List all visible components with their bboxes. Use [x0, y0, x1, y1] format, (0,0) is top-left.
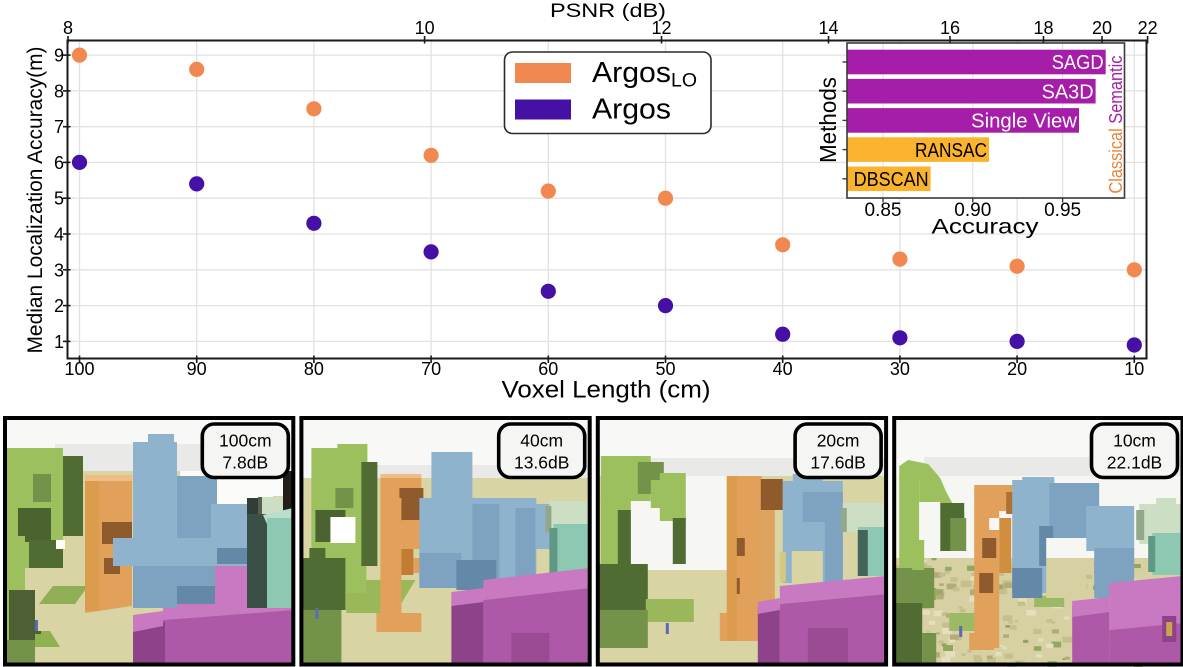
svg-text:90: 90: [187, 359, 207, 379]
svg-text:SA3D: SA3D: [1042, 81, 1094, 103]
svg-text:0.90: 0.90: [954, 200, 991, 221]
svg-text:50: 50: [655, 359, 675, 379]
svg-text:100cm: 100cm: [219, 430, 272, 450]
svg-text:8: 8: [63, 18, 73, 38]
svg-text:8: 8: [54, 81, 64, 101]
svg-text:PSNR (dB): PSNR (dB): [550, 0, 666, 22]
svg-text:1: 1: [54, 332, 64, 352]
svg-text:Accuracy: Accuracy: [932, 215, 1039, 239]
svg-text:0.85: 0.85: [865, 200, 902, 221]
svg-text:40cm: 40cm: [520, 430, 563, 450]
svg-text:10cm: 10cm: [1113, 430, 1156, 450]
svg-text:0.95: 0.95: [1044, 200, 1081, 221]
svg-text:Classical Semantic: Classical Semantic: [1106, 56, 1126, 194]
svg-text:10: 10: [415, 18, 435, 38]
svg-text:18: 18: [1033, 18, 1053, 38]
svg-text:Median Localization Accuracy(m: Median Localization Accuracy(m): [24, 47, 47, 354]
svg-text:22: 22: [1138, 18, 1158, 38]
svg-text:Voxel Length (cm): Voxel Length (cm): [502, 377, 711, 404]
svg-text:ArgosLO: ArgosLO: [592, 57, 697, 92]
svg-text:2: 2: [54, 296, 64, 316]
svg-text:RANSAC: RANSAC: [915, 140, 987, 162]
svg-text:22.1dB: 22.1dB: [1107, 453, 1162, 473]
svg-text:SAGD: SAGD: [1052, 52, 1104, 74]
svg-text:70: 70: [421, 359, 441, 379]
svg-text:30: 30: [890, 359, 910, 379]
svg-text:80: 80: [304, 359, 324, 379]
svg-text:9: 9: [54, 46, 64, 66]
svg-text:10: 10: [1124, 359, 1144, 379]
svg-text:Methods: Methods: [815, 77, 841, 163]
svg-text:60: 60: [538, 359, 558, 379]
svg-text:Single View: Single View: [971, 111, 1078, 133]
svg-text:DBSCAN: DBSCAN: [854, 169, 929, 191]
svg-text:20: 20: [1007, 359, 1027, 379]
svg-text:13.6dB: 13.6dB: [514, 453, 569, 473]
svg-text:100: 100: [64, 359, 94, 379]
svg-text:5: 5: [54, 189, 64, 209]
svg-text:16: 16: [940, 18, 960, 38]
svg-text:7: 7: [54, 117, 64, 137]
svg-text:20cm: 20cm: [817, 430, 860, 450]
svg-text:14: 14: [818, 18, 838, 38]
svg-text:7.8dB: 7.8dB: [222, 453, 268, 473]
svg-text:40: 40: [773, 359, 793, 379]
svg-text:17.6dB: 17.6dB: [810, 453, 865, 473]
svg-text:Argos: Argos: [592, 94, 671, 126]
svg-text:4: 4: [54, 225, 64, 245]
svg-text:20: 20: [1092, 18, 1112, 38]
svg-text:3: 3: [54, 260, 64, 280]
svg-text:6: 6: [54, 153, 64, 173]
svg-text:12: 12: [651, 18, 671, 38]
